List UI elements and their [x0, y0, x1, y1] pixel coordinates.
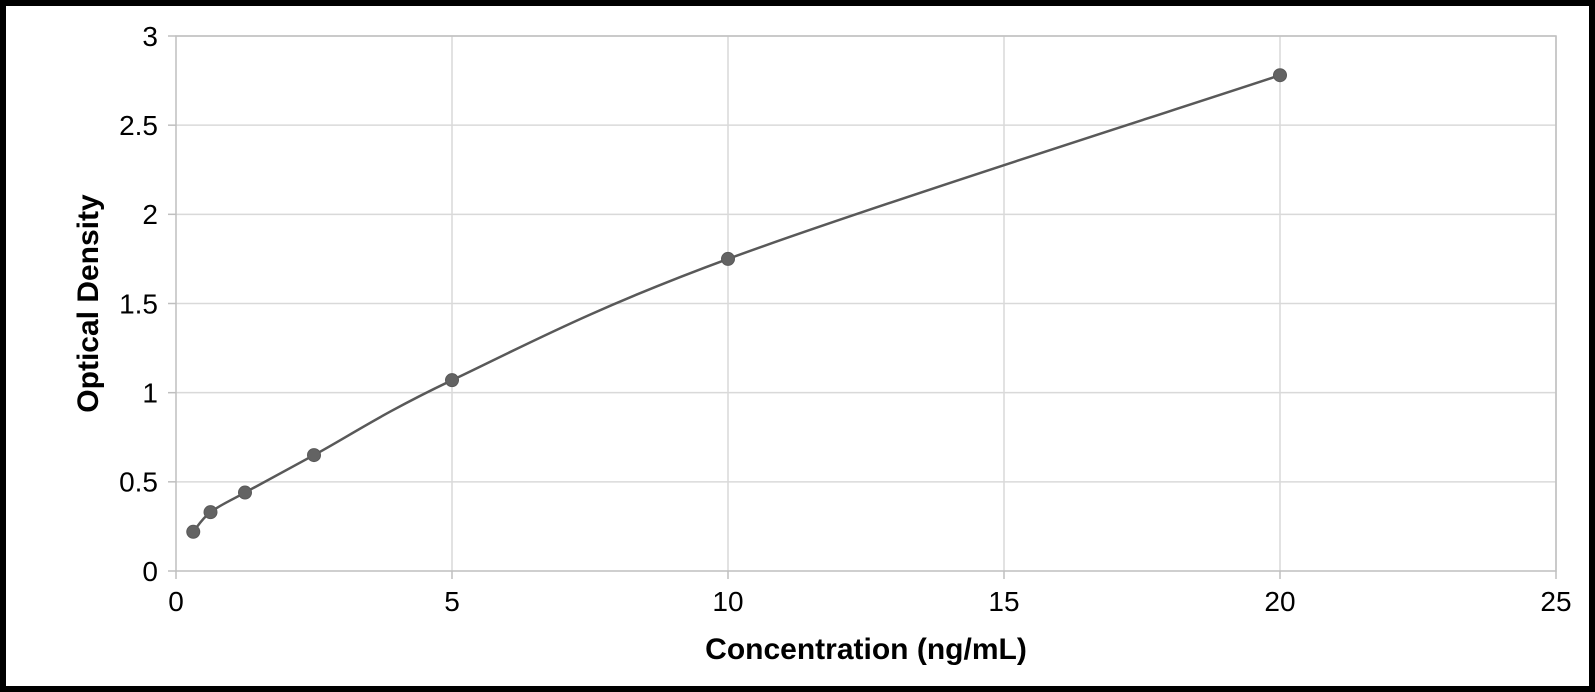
x-tick-label: 0: [168, 586, 184, 617]
y-tick-label: 0: [142, 556, 158, 587]
x-tick-label: 10: [712, 586, 743, 617]
x-tick-label: 20: [1264, 586, 1295, 617]
data-point: [1274, 69, 1287, 82]
chart-svg: 0 5 10 15 20 25 0 0.5 1 1.5 2 2.5 3 Concentration (ng…: [6, 6, 1589, 686]
y-tick-label: 1.5: [119, 288, 158, 319]
y-tick-label: 2: [142, 199, 158, 230]
y-axis-label: Optical Density: [72, 194, 105, 413]
y-tick-label: 2.5: [119, 110, 158, 141]
data-point: [239, 486, 252, 499]
data-point: [308, 449, 321, 462]
data-point: [722, 252, 735, 265]
data-point: [204, 506, 217, 519]
x-tick-label: 5: [444, 586, 460, 617]
y-tick-label: 0.5: [119, 467, 158, 498]
x-tick-label: 25: [1540, 586, 1571, 617]
data-point: [187, 525, 200, 538]
chart-frame: 0 5 10 15 20 25 0 0.5 1 1.5 2 2.5 3 Concentration (ng…: [0, 0, 1595, 692]
y-tick-label: 1: [142, 377, 158, 408]
x-tick-label: 15: [988, 586, 1019, 617]
x-axis-label: Concentration (ng/mL): [705, 633, 1027, 666]
y-tick-label: 3: [142, 21, 158, 52]
data-point: [446, 374, 459, 387]
chart-container: 0 5 10 15 20 25 0 0.5 1 1.5 2 2.5 3 Concentration (ng…: [6, 6, 1589, 686]
chart-background: [6, 6, 1589, 686]
